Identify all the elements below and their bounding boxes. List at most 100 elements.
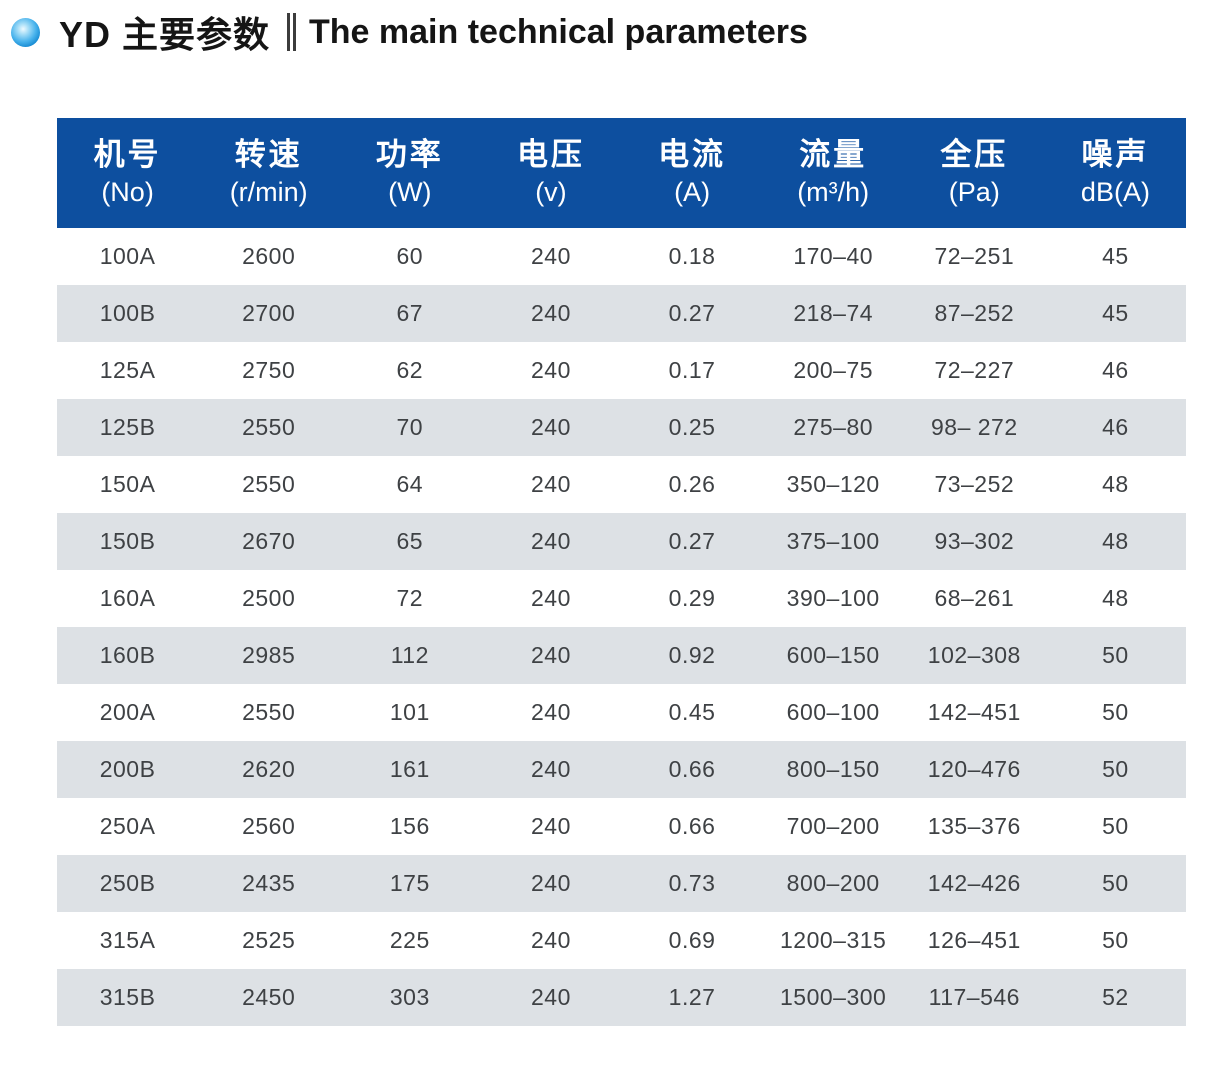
table-cell: 65	[339, 513, 481, 570]
table-row: 315B 2450 303 240 1.27 1500–300 117–546 52	[57, 969, 1186, 1026]
table-cell: 48	[1044, 513, 1186, 570]
table-cell: 72–251	[903, 228, 1045, 285]
table-cell: 240	[480, 513, 622, 570]
table-cell: 72	[339, 570, 481, 627]
table-cell: 0.26	[621, 456, 763, 513]
table-cell: 125A	[57, 342, 199, 399]
table-cell: 0.92	[621, 627, 763, 684]
table-cell: 0.73	[621, 855, 763, 912]
table-cell: 67	[339, 285, 481, 342]
table-cell: 150B	[57, 513, 199, 570]
table-cell: 120–476	[903, 741, 1045, 798]
table-cell: 48	[1044, 456, 1186, 513]
column-header: 电流 (A)	[621, 118, 763, 228]
title-english: The main technical parameters	[309, 12, 808, 51]
column-header: 机号 (No)	[57, 118, 199, 228]
column-header-unit: (No)	[101, 177, 154, 208]
blue-sphere-bullet-icon	[11, 17, 40, 47]
table-cell: 200A	[57, 684, 199, 741]
table-cell: 200B	[57, 741, 199, 798]
table-cell: 0.66	[621, 798, 763, 855]
parameters-table: 机号 (No) 转速 (r/min) 功率 (W) 电压 (v) 电流 (A) 流量 (m³/h) 全压…	[57, 118, 1186, 1026]
table-cell: 160B	[57, 627, 199, 684]
table-cell: 46	[1044, 342, 1186, 399]
table-cell: 250A	[57, 798, 199, 855]
table-cell: 2525	[198, 912, 340, 969]
table-cell: 0.17	[621, 342, 763, 399]
table-cell: 240	[480, 570, 622, 627]
column-header-unit: (W)	[388, 177, 432, 208]
table-cell: 117–546	[903, 969, 1045, 1026]
column-header-name: 噪声	[1081, 137, 1150, 173]
table-cell: 800–200	[762, 855, 904, 912]
table-cell: 240	[480, 228, 622, 285]
table-cell: 2435	[198, 855, 340, 912]
table-row: 150B 2670 65 240 0.27 375–100 93–302 48	[57, 513, 1186, 570]
column-header-unit: (A)	[674, 177, 711, 208]
table-cell: 2700	[198, 285, 340, 342]
table-cell: 390–100	[762, 570, 904, 627]
table-cell: 112	[339, 627, 481, 684]
table-cell: 2985	[198, 627, 340, 684]
table-cell: 1.27	[621, 969, 763, 1026]
table-body: 100A 2600 60 240 0.18 170–40 72–251 45 100B 2700 6…	[57, 228, 1186, 1026]
column-header-name: 机号	[93, 137, 162, 173]
table-row: 100A 2600 60 240 0.18 170–40 72–251 45	[57, 228, 1186, 285]
table-cell: 218–74	[762, 285, 904, 342]
table-cell: 2560	[198, 798, 340, 855]
table-cell: 0.45	[621, 684, 763, 741]
table-cell: 0.25	[621, 399, 763, 456]
table-cell: 0.27	[621, 285, 763, 342]
column-header-name: 功率	[375, 137, 444, 173]
table-row: 125A 2750 62 240 0.17 200–75 72–227 46	[57, 342, 1186, 399]
table-cell: 100A	[57, 228, 199, 285]
table-cell: 2450	[198, 969, 340, 1026]
table-cell: 240	[480, 285, 622, 342]
column-header: 流量 (m³/h)	[762, 118, 904, 228]
table-cell: 170–40	[762, 228, 904, 285]
title-chinese: YD 主要参数	[59, 14, 271, 55]
table-cell: 600–100	[762, 684, 904, 741]
table-cell: 350–120	[762, 456, 904, 513]
table-cell: 161	[339, 741, 481, 798]
table-cell: 2550	[198, 399, 340, 456]
table-cell: 73–252	[903, 456, 1045, 513]
table-cell: 50	[1044, 741, 1186, 798]
table-row: 160A 2500 72 240 0.29 390–100 68–261 48	[57, 570, 1186, 627]
table-cell: 240	[480, 456, 622, 513]
table-cell: 315A	[57, 912, 199, 969]
table-cell: 142–426	[903, 855, 1045, 912]
table-cell: 375–100	[762, 513, 904, 570]
table-cell: 72–227	[903, 342, 1045, 399]
table-cell: 68–261	[903, 570, 1045, 627]
title-separator-bars	[287, 13, 297, 51]
table-cell: 156	[339, 798, 481, 855]
table-row: 150A 2550 64 240 0.26 350–120 73–252 48	[57, 456, 1186, 513]
column-header: 全压 (Pa)	[903, 118, 1045, 228]
table-cell: 250B	[57, 855, 199, 912]
table-cell: 62	[339, 342, 481, 399]
table-cell: 2550	[198, 684, 340, 741]
table-cell: 240	[480, 627, 622, 684]
table-cell: 800–150	[762, 741, 904, 798]
column-header-name: 流量	[799, 137, 868, 173]
table-cell: 93–302	[903, 513, 1045, 570]
table-cell: 315B	[57, 969, 199, 1026]
table-row: 315A 2525 225 240 0.69 1200–315 126–451 50	[57, 912, 1186, 969]
table-header: 机号 (No) 转速 (r/min) 功率 (W) 电压 (v) 电流 (A) 流量 (m³/h) 全压…	[57, 118, 1186, 228]
table-cell: 2600	[198, 228, 340, 285]
table-cell: 0.66	[621, 741, 763, 798]
column-header: 功率 (W)	[339, 118, 481, 228]
table-cell: 2620	[198, 741, 340, 798]
table-cell: 600–150	[762, 627, 904, 684]
column-header: 电压 (v)	[480, 118, 622, 228]
table-cell: 240	[480, 855, 622, 912]
table-cell: 50	[1044, 684, 1186, 741]
column-header-unit: (m³/h)	[797, 177, 870, 208]
table-cell: 45	[1044, 285, 1186, 342]
column-header: 噪声 dB(A)	[1044, 118, 1186, 228]
table-cell: 303	[339, 969, 481, 1026]
column-header: 转速 (r/min)	[198, 118, 340, 228]
table-header-row: 机号 (No) 转速 (r/min) 功率 (W) 电压 (v) 电流 (A) 流量 (m³/h) 全压…	[57, 118, 1186, 228]
